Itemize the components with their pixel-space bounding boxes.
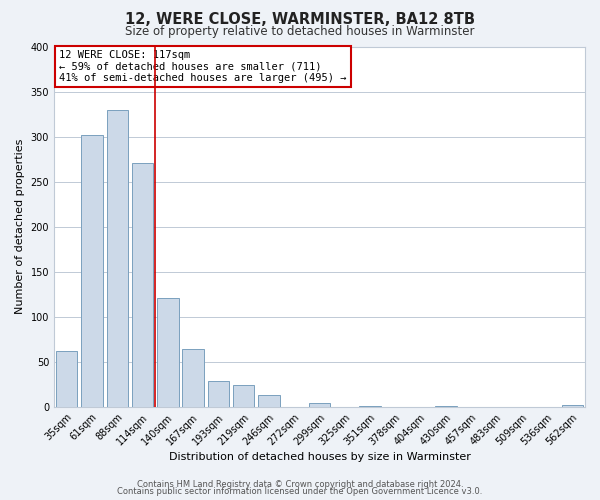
Bar [233,384,254,407]
Text: 12 WERE CLOSE: 117sqm
← 59% of detached houses are smaller (711)
41% of semi-det: 12 WERE CLOSE: 117sqm ← 59% of detached … [59,50,347,84]
X-axis label: Distribution of detached houses by size in Warminster: Distribution of detached houses by size … [169,452,470,462]
Text: Contains HM Land Registry data © Crown copyright and database right 2024.: Contains HM Land Registry data © Crown c… [137,480,463,489]
Bar [435,406,457,407]
Text: Contains public sector information licensed under the Open Government Licence v3: Contains public sector information licen… [118,487,482,496]
Bar [56,351,77,407]
Bar [182,350,204,407]
Bar [81,135,103,407]
Bar [309,402,330,407]
Bar [157,298,179,407]
Bar [132,163,153,407]
Bar [562,406,583,407]
Y-axis label: Number of detached properties: Number of detached properties [15,139,25,314]
Bar [107,110,128,407]
Bar [258,396,280,407]
Bar [359,406,381,407]
Text: Size of property relative to detached houses in Warminster: Size of property relative to detached ho… [125,25,475,38]
Bar [208,381,229,407]
Text: 12, WERE CLOSE, WARMINSTER, BA12 8TB: 12, WERE CLOSE, WARMINSTER, BA12 8TB [125,12,475,28]
